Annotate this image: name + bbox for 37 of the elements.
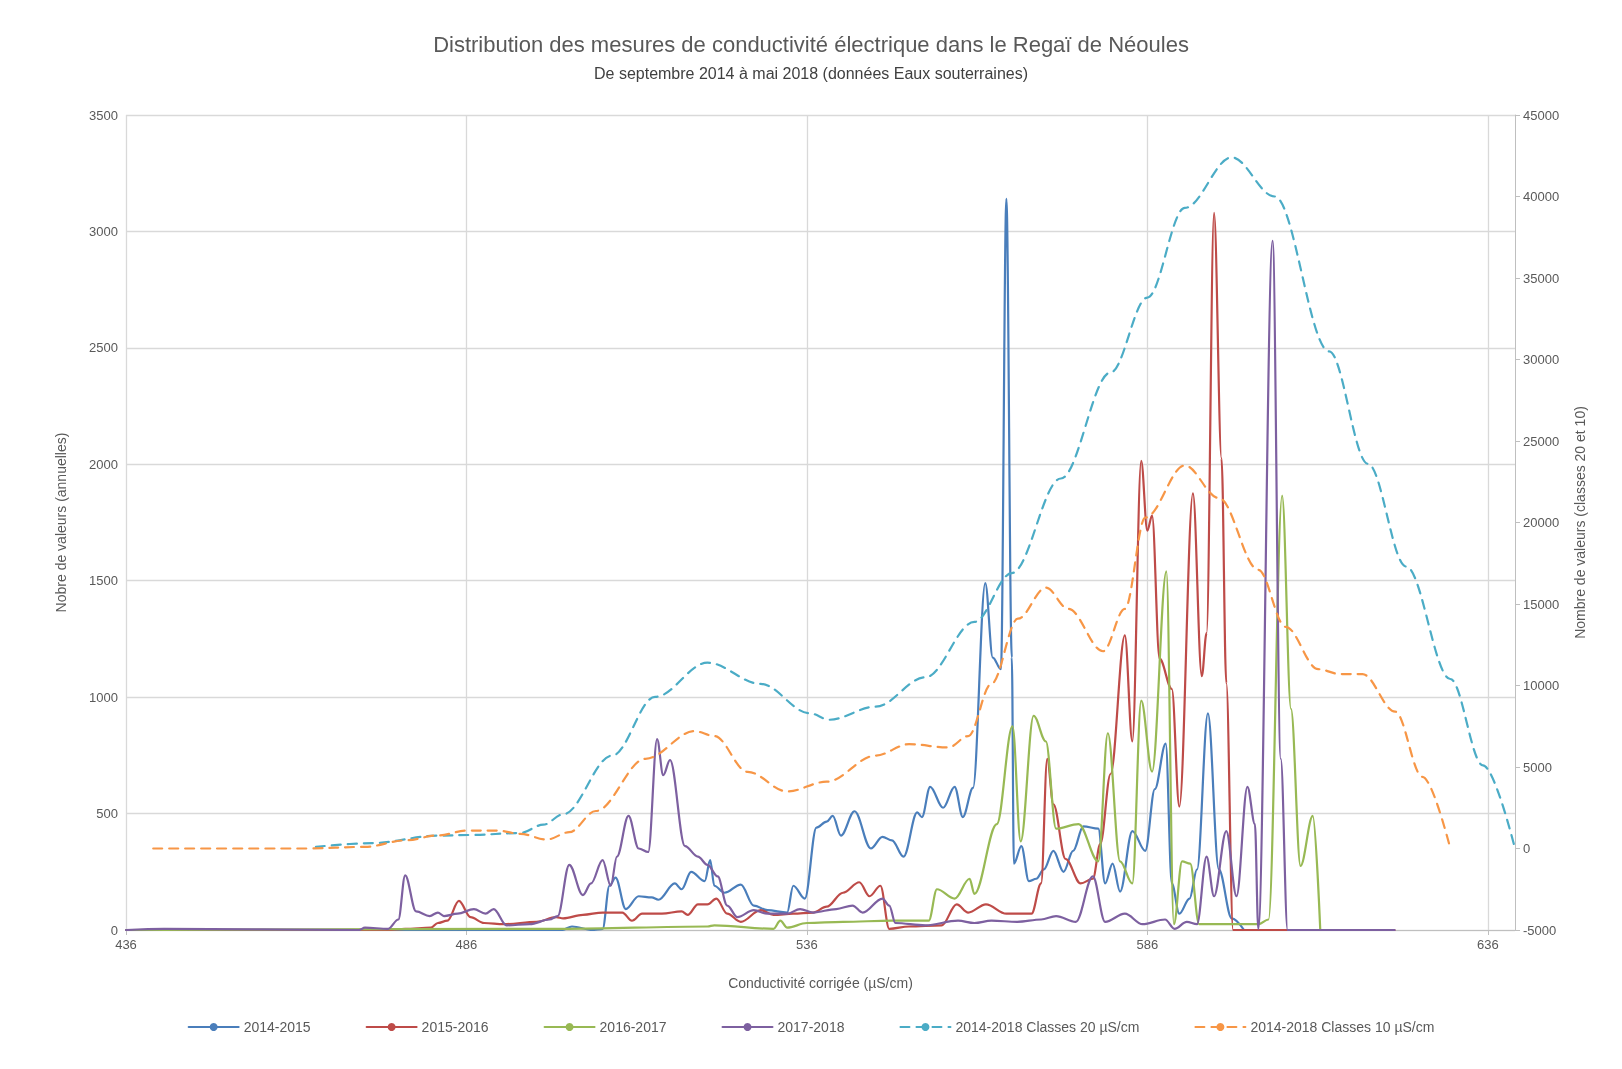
y2-tick-label: -5000	[1523, 922, 1557, 938]
y2-tick-label: 10000	[1523, 678, 1560, 693]
legend-label: 2016-2017	[599, 1019, 667, 1035]
y2-tick-label: 45000	[1523, 107, 1560, 123]
y-tick-label: 3500	[89, 107, 118, 123]
y-tick-label: 2000	[89, 456, 118, 472]
line-series	[152, 464, 1452, 850]
x-tick-label: 586	[1136, 937, 1159, 952]
y-tick-label: 1500	[89, 573, 118, 589]
legend-label: 2017-2018	[777, 1019, 845, 1035]
legend-label: 2014-2015	[243, 1019, 311, 1035]
y2-tick-label: 20000	[1523, 515, 1560, 530]
x-tick-label: 436	[115, 937, 137, 952]
y-tick-label: 500	[96, 806, 118, 822]
x-tick-label: 536	[796, 937, 818, 952]
y2-tick-label: 40000	[1523, 189, 1560, 204]
x-tick-label: 636	[1476, 937, 1499, 952]
y2-tick-label: 15000	[1523, 596, 1560, 612]
y-axis-title: Nobre de valeurs (annuelles)	[53, 432, 69, 613]
y2-axis-title: Nombre de valeurs (classes 20 et 10)	[1572, 406, 1588, 639]
y2-tick-label: 5000	[1523, 759, 1552, 775]
y2-tick-label: 0	[1523, 841, 1531, 856]
chart-subtitle: De septembre 2014 à mai 2018 (données Eaux souterraines)	[593, 64, 1029, 82]
legend-label: 2015-2016	[421, 1019, 489, 1035]
legend-label: 2014-2018 Classes 20 µS/cm	[955, 1019, 1140, 1035]
x-axis-title: Conductivité corrigée (µS/cm)	[728, 975, 913, 991]
y-tick-label: 0	[110, 922, 118, 938]
y-tick-label: 1000	[89, 689, 118, 705]
y2-tick-label: 25000	[1523, 433, 1560, 449]
y2-tick-label: 30000	[1523, 352, 1560, 367]
y2-tick-label: 35000	[1523, 270, 1560, 286]
y-tick-label: 3000	[89, 223, 118, 239]
y-tick-label: 2500	[89, 340, 118, 356]
line-series	[314, 156, 1517, 850]
chart-title: Distribution des mesures de conductivité électrique dans le Regaï de Néoules	[433, 31, 1189, 57]
x-tick-label: 486	[455, 937, 478, 952]
legend-label: 2014-2018 Classes 10 µS/cm	[1250, 1019, 1435, 1035]
